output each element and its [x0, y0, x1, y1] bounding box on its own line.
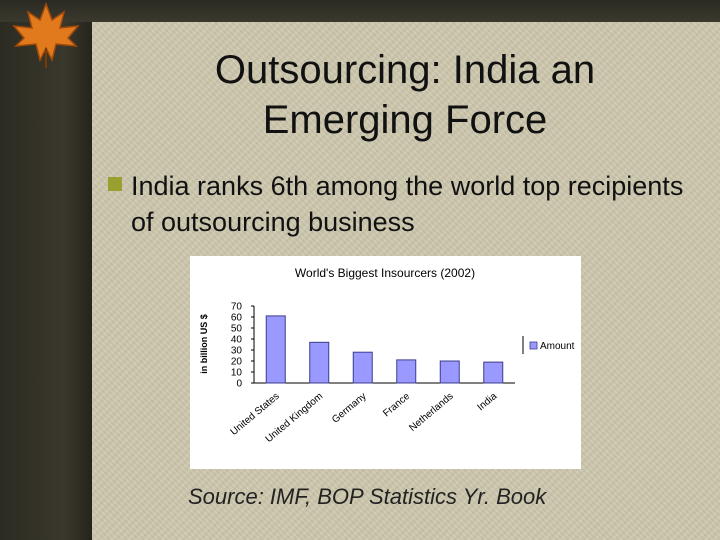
bullet-point: India ranks 6th among the world top reci… — [108, 168, 698, 240]
y-tick-label: 50 — [231, 324, 243, 335]
legend-swatch — [529, 341, 538, 350]
bar — [309, 341, 330, 384]
slide-title: Outsourcing: India an Emerging Force — [95, 45, 715, 145]
maple-leaf-icon — [12, 1, 80, 68]
bar — [439, 360, 460, 384]
y-tick-label: 60 — [231, 313, 243, 324]
bar — [396, 359, 417, 384]
x-tick-label: France — [381, 391, 412, 420]
bar-chart: World's Biggest Insourcers (2002) in bil… — [199, 266, 575, 445]
y-tick-label: 40 — [231, 335, 243, 346]
title-line-2: Emerging Force — [262, 98, 548, 142]
y-tick-label: 0 — [236, 379, 242, 390]
y-tick-label: 30 — [231, 346, 243, 357]
bullet-square-icon — [108, 177, 122, 191]
legend-label: Amount — [540, 341, 575, 352]
y-axis-label: in billion US $ — [199, 314, 209, 374]
left-decorative-strip — [0, 0, 92, 540]
chart-container: World's Biggest Insourcers (2002) in bil… — [190, 256, 581, 469]
y-tick-label: 70 — [231, 302, 243, 313]
title-line-1: Outsourcing: India an — [214, 48, 596, 92]
x-tick-label: India — [475, 391, 499, 414]
y-tick-label: 20 — [231, 357, 243, 368]
chart-title: World's Biggest Insourcers (2002) — [295, 266, 475, 280]
source-caption: Source: IMF, BOP Statistics Yr. Book — [188, 484, 547, 509]
x-tick-label: Germany — [330, 391, 369, 426]
bar — [483, 361, 504, 384]
bullet-text: India ranks 6th among the world top reci… — [131, 171, 684, 237]
x-tick-label: Netherlands — [407, 391, 455, 434]
y-tick-label: 10 — [231, 368, 243, 379]
top-decorative-strip — [0, 0, 720, 22]
bar — [265, 315, 286, 384]
bar — [352, 351, 373, 384]
